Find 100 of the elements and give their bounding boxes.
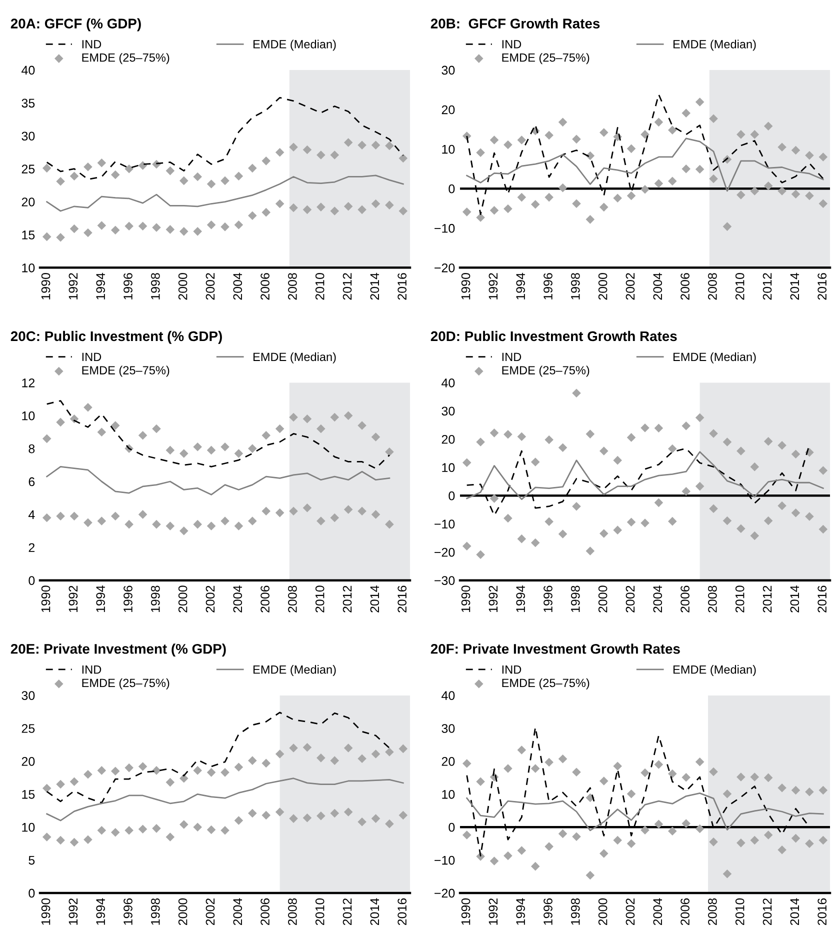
point [316, 516, 326, 526]
point [504, 514, 512, 523]
x-tick-label: 2010 [735, 898, 744, 926]
y-tick-label: 35 [22, 98, 35, 108]
point [289, 412, 298, 422]
x-tick-label: 1994 [96, 586, 106, 612]
point [110, 766, 120, 776]
x-tick-label: 2012 [342, 586, 352, 612]
point [682, 819, 691, 828]
point [358, 506, 366, 516]
point [599, 202, 608, 212]
point [572, 768, 581, 776]
point [193, 766, 202, 775]
point [668, 126, 677, 134]
y-tick-label: 30 [442, 66, 455, 75]
point [791, 146, 800, 155]
point [344, 202, 353, 211]
y-tick-label: 40 [442, 378, 455, 388]
point [709, 504, 718, 513]
x-tick-label: 1996 [544, 273, 552, 300]
point [234, 816, 244, 825]
point [358, 754, 366, 763]
point [709, 114, 718, 124]
x-tick-label: 2010 [315, 273, 324, 300]
point [358, 140, 366, 150]
point [572, 388, 581, 398]
point [42, 164, 52, 173]
x-tick-label: 2002 [626, 586, 635, 612]
point [504, 140, 512, 150]
y-tick-label: 4 [28, 510, 35, 519]
point [778, 784, 786, 792]
x-tick-label: 2006 [260, 586, 270, 612]
x-tick-label: 2016 [398, 898, 407, 926]
point [722, 870, 732, 878]
point [275, 508, 284, 518]
point [193, 442, 202, 452]
point [736, 446, 746, 456]
point [544, 758, 554, 767]
point [805, 191, 814, 200]
point [654, 179, 664, 188]
x-tick-label: 1994 [516, 272, 526, 300]
point [586, 430, 595, 438]
point [778, 845, 786, 854]
x-tick-label: 2000 [178, 898, 188, 926]
point [682, 108, 691, 118]
point [97, 158, 106, 168]
point [640, 185, 650, 194]
point [97, 766, 106, 775]
point [56, 512, 65, 520]
x-tick-label: 1998 [150, 898, 160, 925]
point [764, 437, 773, 446]
legend-label: EMDE (Median) [674, 665, 756, 676]
point [709, 838, 718, 846]
x-tick-label: 2006 [680, 898, 690, 926]
point [371, 750, 380, 758]
point [289, 744, 298, 752]
point [626, 144, 636, 154]
point [613, 526, 622, 534]
point [302, 145, 312, 154]
point [709, 767, 718, 776]
y-tick-label: 10 [22, 822, 35, 832]
point [124, 520, 134, 529]
point [289, 142, 298, 152]
point [764, 122, 773, 131]
point [220, 222, 230, 232]
point [138, 161, 148, 170]
y-tick-label: 12 [22, 378, 35, 388]
point [750, 462, 760, 472]
point [262, 810, 271, 820]
point [640, 826, 650, 834]
x-tick-label: 1998 [570, 898, 580, 925]
x-tick-label: 1992 [488, 273, 498, 300]
x-tick-label: 1994 [516, 898, 526, 925]
point [490, 206, 499, 215]
point [572, 134, 581, 144]
point [248, 516, 257, 526]
y-tick-label: −20 [434, 888, 455, 898]
point [722, 222, 732, 231]
point [70, 838, 79, 847]
point [695, 98, 704, 106]
point [84, 162, 92, 172]
legend-label: EMDE (Median) [674, 40, 756, 51]
point [84, 228, 92, 238]
point [316, 424, 326, 434]
point [682, 421, 691, 430]
point [695, 824, 704, 834]
point [517, 746, 526, 754]
point [517, 534, 526, 544]
x-tick-label: 2006 [260, 273, 270, 300]
point [124, 826, 134, 835]
x-tick-label: 2006 [680, 273, 690, 300]
point [358, 205, 366, 214]
x-tick-label: 2010 [315, 586, 324, 612]
point [626, 789, 636, 798]
x-tick-label: 2008 [708, 586, 717, 612]
x-tick-label: 2000 [598, 586, 608, 612]
point [302, 742, 312, 752]
point [722, 789, 732, 798]
point [764, 181, 773, 190]
point [206, 220, 216, 230]
